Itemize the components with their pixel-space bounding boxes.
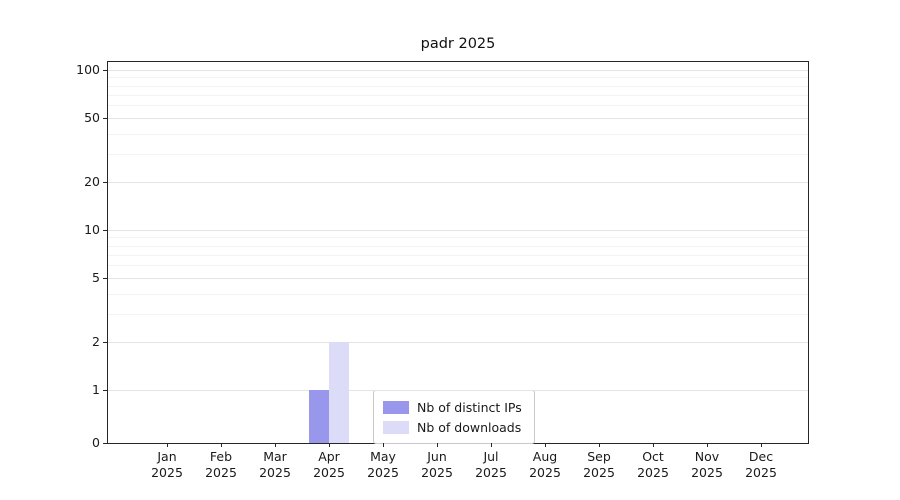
x-axis-tick-label: May 2025 (367, 449, 399, 480)
bar-downloads (329, 341, 349, 443)
y-axis-tick-label: 100 (76, 62, 100, 77)
y-axis-tick-mark (103, 278, 107, 280)
x-axis-tick-mark (437, 443, 438, 447)
x-axis-tick-mark (707, 443, 708, 447)
gridline-minor (108, 313, 808, 315)
x-axis-tick-label: Feb 2025 (205, 449, 237, 480)
x-axis-tick-mark (599, 443, 600, 447)
legend: Nb of distinct IPs Nb of downloads (373, 390, 535, 444)
x-axis-tick-mark (167, 443, 168, 447)
x-axis-tick-mark (653, 443, 654, 447)
bar-distinct-ips (309, 390, 329, 443)
y-axis-tick-mark (103, 443, 107, 444)
legend-item-downloads: Nb of downloads (383, 417, 522, 437)
gridline-major (108, 70, 808, 71)
y-axis-tick-label: 2 (92, 333, 100, 349)
x-axis-tick-mark (383, 443, 384, 447)
y-axis-tick-label: 1 (92, 382, 100, 397)
legend-swatch-ips (383, 400, 409, 414)
gridline-minor (108, 265, 808, 267)
chart-title: padr 2025 (420, 36, 496, 52)
x-axis-tick-mark (329, 443, 330, 447)
y-axis-tick-label: 20 (84, 173, 100, 189)
x-axis-tick-label: Sep 2025 (583, 449, 615, 480)
x-axis-tick-label: Dec 2025 (745, 449, 777, 480)
y-axis-tick-mark (103, 341, 107, 343)
y-axis-tick-label: 10 (84, 222, 100, 237)
gridline-major (108, 181, 808, 183)
gridline-minor (108, 254, 808, 256)
gridline-major (108, 118, 808, 120)
x-axis-tick-mark (275, 443, 276, 447)
y-axis-tick-label: 50 (84, 110, 100, 126)
x-axis-tick-label: Apr 2025 (313, 449, 345, 480)
x-axis-tick-mark (545, 443, 546, 447)
y-axis-tick-mark (103, 390, 107, 391)
gridline-minor (108, 105, 808, 107)
x-axis-tick-label: Oct 2025 (637, 449, 669, 480)
gridline-major (108, 390, 808, 391)
legend-swatch-downloads (383, 420, 409, 434)
y-axis-tick-mark (103, 70, 107, 71)
x-axis-tick-mark (491, 443, 492, 447)
gridline-major (108, 278, 808, 280)
y-axis-tick-mark (103, 181, 107, 183)
gridline-minor (108, 77, 808, 79)
legend-label-distinct-ips: Nb of distinct IPs (417, 399, 522, 415)
plot-area: Nb of distinct IPs Nb of downloads (107, 61, 809, 444)
x-axis-tick-label: Jan 2025 (151, 449, 183, 480)
gridline-minor (108, 245, 808, 247)
legend-label-downloads: Nb of downloads (417, 419, 522, 435)
y-axis-tick-label: 0 (92, 435, 100, 450)
x-axis-tick-label: Aug 2025 (529, 449, 561, 480)
y-axis-tick-mark (103, 230, 107, 231)
x-axis-tick-label: Jun 2025 (421, 449, 453, 480)
gridline-minor (108, 133, 808, 135)
gridline-minor (108, 94, 808, 96)
x-axis-tick-label: Jul 2025 (475, 449, 507, 480)
x-axis-tick-label: Nov 2025 (691, 449, 723, 480)
gridline-minor (108, 153, 808, 155)
gridline-major (108, 230, 808, 231)
x-axis-tick-mark (221, 443, 222, 447)
y-axis-tick-mark (103, 118, 107, 120)
gridline-minor (108, 293, 808, 295)
gridline-minor (108, 237, 808, 239)
x-axis-tick-mark (761, 443, 762, 447)
gridline-major (108, 341, 808, 343)
x-axis-tick-label: Mar 2025 (259, 449, 291, 480)
legend-item-distinct-ips: Nb of distinct IPs (383, 397, 522, 417)
gridline-minor (108, 85, 808, 87)
y-axis-tick-label: 5 (92, 270, 100, 286)
